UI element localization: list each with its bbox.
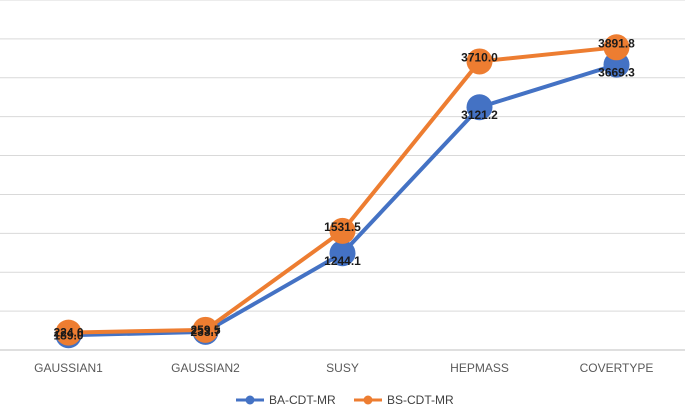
x-tick-label: GAUSSIAN2 [171, 361, 240, 375]
series-marker-1 [55, 319, 82, 346]
data-label: 259.5 [190, 323, 220, 337]
data-labels: 189.0 233.7 1244.1 3121.2 3669.3 224.0 259.5 15… [53, 36, 635, 342]
series-line-0 [68, 62, 618, 338]
x-tick-label: COVERTYPE [580, 361, 654, 375]
x-tick-label: HEPMASS [450, 361, 509, 375]
legend-label: BA-CDT-MR [269, 393, 336, 407]
data-label: 3710.0 [461, 50, 498, 64]
legend-marker [363, 395, 373, 405]
series-marker-1 [603, 34, 630, 61]
data-label: 3891.8 [598, 36, 635, 50]
data-label: 224.0 [53, 326, 83, 340]
x-tick-label: SUSY [326, 361, 359, 375]
series-marker-0 [466, 94, 493, 121]
data-label: 1531.5 [324, 220, 361, 234]
data-label: 3669.3 [598, 66, 635, 80]
data-label: 1244.1 [324, 254, 361, 268]
series-marker-1 [466, 48, 493, 75]
series-marker-0 [329, 240, 356, 267]
data-label: 3121.2 [461, 108, 498, 122]
legend-label: BS-CDT-MR [387, 393, 454, 407]
legend: BA-CDT-MR BS-CDT-MR [236, 393, 454, 407]
series-group [55, 34, 630, 349]
legend-marker [245, 395, 255, 405]
data-label: 189.0 [53, 328, 83, 342]
x-tick-label: GAUSSIAN1 [34, 361, 103, 375]
series-marker-1 [329, 217, 356, 244]
data-label: 233.7 [190, 325, 220, 339]
series-marker-1 [192, 316, 219, 343]
x-tick-labels: GAUSSIAN1 GAUSSIAN2 SUSY HEPMASS COVERTYPE [34, 361, 653, 375]
